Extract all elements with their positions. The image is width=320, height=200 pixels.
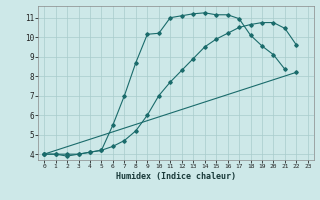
X-axis label: Humidex (Indice chaleur): Humidex (Indice chaleur): [116, 172, 236, 181]
